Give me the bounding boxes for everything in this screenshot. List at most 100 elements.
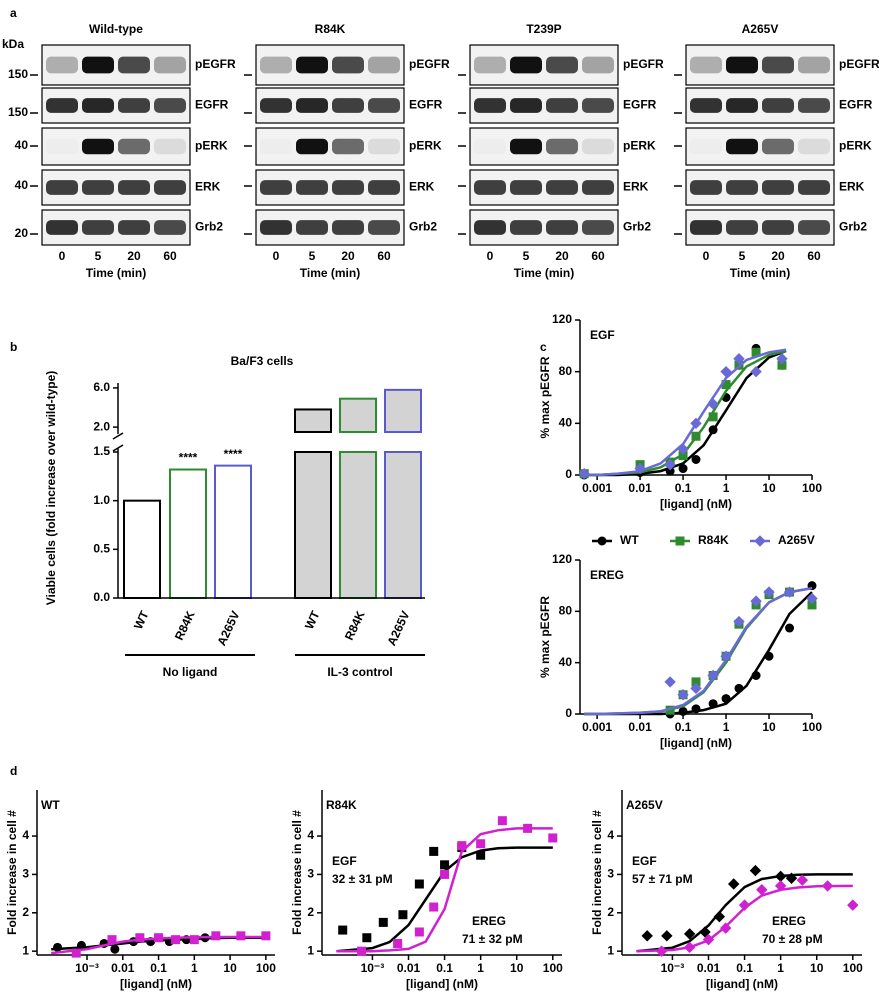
- data-point: [774, 870, 787, 883]
- blot-panel: [685, 127, 835, 166]
- data-point: [733, 353, 745, 365]
- data-point: [641, 930, 653, 942]
- data-point: [785, 872, 798, 884]
- data-point: [690, 682, 702, 695]
- x-tick-label: WT: [302, 608, 323, 631]
- lane-label: 20: [555, 249, 569, 263]
- data-point: [721, 694, 731, 704]
- band: [46, 220, 78, 235]
- marker-label: 40: [15, 138, 29, 152]
- band: [690, 98, 722, 113]
- bar: [294, 408, 332, 433]
- data-point: [338, 925, 348, 935]
- band: [368, 98, 400, 113]
- data-point: [691, 431, 701, 441]
- chart-title: R84K: [326, 798, 357, 812]
- data-point: [691, 704, 701, 714]
- band: [154, 56, 186, 74]
- marker-label: 20: [15, 226, 29, 240]
- band: [368, 220, 400, 235]
- band: [510, 56, 542, 74]
- data-point: [378, 917, 388, 927]
- band: [332, 98, 364, 113]
- row-label: EGFR: [623, 98, 657, 112]
- blot-title: Wild-type: [89, 22, 143, 36]
- x-axis-title: Time (min): [730, 266, 790, 280]
- x-axis-title: Time (min): [300, 266, 360, 280]
- blot-panel: [685, 44, 835, 86]
- x-tick-label: 10: [762, 481, 776, 495]
- data-point: [751, 671, 761, 680]
- data-point: [476, 850, 486, 860]
- row-label: pERK: [409, 139, 442, 153]
- row-label: ERK: [839, 180, 865, 194]
- data-point: [733, 615, 745, 628]
- marker-label: 40: [15, 178, 29, 192]
- lane-label: 20: [341, 249, 355, 263]
- annotation: 57 ± 71 pM: [632, 872, 693, 886]
- x-tick-label: R84K: [342, 608, 368, 642]
- x-tick-label: 10: [510, 961, 524, 975]
- y-tick-label: 2.0: [93, 419, 110, 433]
- y-tick-label: 1.5: [93, 444, 110, 458]
- x-tick-label: 0.1: [736, 961, 753, 975]
- y-tick-label: 4: [22, 828, 29, 842]
- lane-label: 60: [591, 249, 605, 263]
- data-point: [171, 935, 181, 945]
- data-point: [578, 468, 590, 480]
- band: [798, 138, 830, 155]
- band: [368, 138, 400, 155]
- band: [332, 56, 364, 74]
- x-tick-label: 10: [762, 720, 776, 734]
- y-tick-label: 3: [22, 867, 29, 881]
- band: [762, 220, 794, 235]
- data-point: [53, 942, 63, 952]
- data-point: [713, 910, 726, 923]
- data-point: [414, 879, 424, 889]
- bar: [294, 451, 332, 599]
- annotation: 32 ± 31 pM: [332, 872, 393, 886]
- y-tick-label: 3: [607, 867, 614, 881]
- bar: [123, 499, 161, 599]
- band: [260, 98, 292, 113]
- band: [510, 98, 542, 113]
- data-point: [756, 884, 768, 896]
- band: [154, 180, 186, 195]
- band: [296, 98, 328, 113]
- band: [260, 56, 292, 74]
- data-point: [211, 931, 221, 941]
- data-point: [497, 816, 507, 826]
- data-point: [806, 592, 818, 605]
- y-tick-label: 4: [607, 828, 614, 842]
- data-point: [796, 874, 809, 886]
- group-label: IL-3 control: [327, 665, 392, 679]
- band: [510, 220, 542, 235]
- data-point: [683, 941, 696, 954]
- row-label: EGFR: [839, 98, 873, 112]
- x-tick-label: 0.1: [675, 481, 692, 495]
- x-tick-label: 100: [802, 720, 822, 734]
- data-point: [135, 933, 145, 943]
- data-point: [634, 462, 646, 475]
- data-point: [457, 841, 467, 851]
- band: [332, 220, 364, 235]
- data-point: [110, 944, 120, 954]
- y-tick-label: 80: [559, 364, 573, 378]
- row-label: Grb2: [409, 220, 437, 234]
- data-point: [236, 931, 246, 941]
- band: [726, 220, 758, 235]
- band: [474, 56, 506, 74]
- data-point: [708, 412, 718, 422]
- annotation: EREG: [772, 914, 806, 928]
- legend-marker: [597, 536, 607, 546]
- data-point: [707, 398, 719, 410]
- y-axis-title: Fold increase in cell #: [5, 810, 19, 935]
- x-tick-label: 1: [723, 481, 730, 495]
- y-tick-label: 0.5: [93, 542, 110, 556]
- band: [474, 220, 506, 235]
- data-point: [720, 922, 732, 934]
- x-tick-label: 100: [543, 961, 563, 975]
- chart-title: Ba/F3 cells: [231, 354, 294, 368]
